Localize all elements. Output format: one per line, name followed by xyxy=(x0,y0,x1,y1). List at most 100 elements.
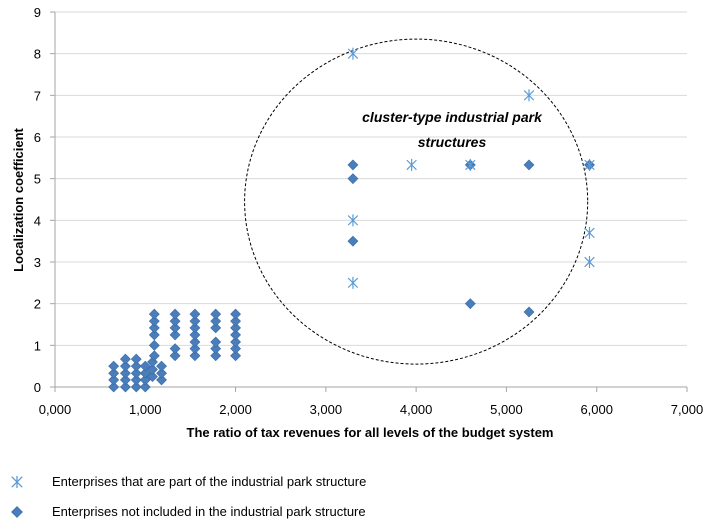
diamond-point xyxy=(210,308,222,320)
diamond-point xyxy=(347,173,359,185)
diamond-point xyxy=(148,315,160,327)
legend-label-non-park: Enterprises not included in the industri… xyxy=(52,504,366,519)
diamond-point xyxy=(210,315,222,327)
y-tick-label: 8 xyxy=(34,47,41,62)
y-tick-label: 4 xyxy=(34,213,41,228)
diamond-point xyxy=(130,360,142,372)
diamond-point xyxy=(347,235,359,247)
y-tick-label: 6 xyxy=(34,130,41,145)
diamond-point xyxy=(139,360,151,372)
diamond-point xyxy=(147,371,158,383)
diamond-point xyxy=(139,381,151,393)
y-tick-label: 0 xyxy=(34,380,41,395)
asterisk-point xyxy=(465,158,476,171)
y-tick-label: 9 xyxy=(34,5,41,20)
diamond-point xyxy=(230,308,241,320)
diamond-point xyxy=(230,322,241,334)
asterisk-point xyxy=(347,276,359,289)
x-tick-label: 2,000 xyxy=(219,402,252,417)
diamond-point xyxy=(119,367,131,379)
diamond-point xyxy=(148,322,160,334)
diamond-point xyxy=(210,343,222,355)
x-tick-label: 4,000 xyxy=(400,402,433,417)
y-tick-label: 5 xyxy=(34,172,41,187)
diamond-point xyxy=(119,374,131,386)
axes xyxy=(50,11,688,392)
x-axis-title: The ratio of tax revenues for all levels… xyxy=(187,425,554,440)
y-tick-labels: 0 1 2 3 4 5 6 7 8 9 xyxy=(34,5,41,395)
scatter-chart: 0 1 2 3 4 5 6 7 8 9 0,000 1,000 2,000 3,000 4,000 5,00… xyxy=(11,5,704,440)
x-tick-label: 3,000 xyxy=(310,402,343,417)
diamond-marker-icon xyxy=(11,506,23,518)
diamond-point xyxy=(119,381,131,393)
diamond-point xyxy=(130,367,142,379)
asterisk-point xyxy=(347,214,359,227)
diamond-point xyxy=(210,350,222,362)
y-tick-label: 3 xyxy=(34,255,41,270)
diamond-point xyxy=(108,367,120,379)
asterisk-point xyxy=(584,158,595,171)
diamond-point xyxy=(148,329,160,341)
diamond-point xyxy=(189,350,201,362)
diamond-point xyxy=(169,329,181,341)
diamond-point xyxy=(523,306,535,318)
x-tick-label: 7,000 xyxy=(671,402,704,417)
x-tick-label: 5,000 xyxy=(490,402,523,417)
diamond-point xyxy=(147,364,158,375)
diamond-point xyxy=(119,353,131,365)
diamond-point xyxy=(210,322,222,334)
diamond-point xyxy=(139,374,151,386)
diamond-point xyxy=(139,367,151,379)
y-axis-title: Localization coefficient xyxy=(11,127,26,271)
legend-label-park: Enterprises that are part of the industr… xyxy=(52,474,367,489)
y-tick-label: 1 xyxy=(34,338,41,353)
diamond-point xyxy=(156,367,167,379)
diamond-point xyxy=(169,315,181,327)
annotation-line-1: cluster-type industrial park xyxy=(362,109,543,125)
diamond-point xyxy=(230,315,241,327)
asterisk-point xyxy=(347,47,359,60)
diamond-point xyxy=(347,159,359,171)
x-tick-label: 6,000 xyxy=(580,402,613,417)
data-points xyxy=(108,47,595,393)
diamond-point xyxy=(169,350,181,362)
x-tick-label: 1,000 xyxy=(129,402,162,417)
y-tick-label: 2 xyxy=(34,297,41,312)
gridlines xyxy=(55,11,687,346)
diamond-point xyxy=(189,343,201,355)
asterisk-point xyxy=(584,256,595,268)
diamond-point xyxy=(189,336,201,348)
diamond-point xyxy=(189,329,201,341)
diamond-point xyxy=(230,350,241,362)
diamond-point xyxy=(130,353,142,365)
diamond-point xyxy=(169,308,181,320)
diamond-point xyxy=(189,315,201,327)
annotation-line-2: structures xyxy=(418,134,487,150)
asterisk-point xyxy=(406,158,417,171)
diamond-point xyxy=(156,360,167,372)
diamond-point xyxy=(148,308,160,320)
diamond-point xyxy=(230,329,241,341)
diamond-point xyxy=(108,381,120,393)
diamond-point xyxy=(130,381,142,393)
x-tick-label: 0,000 xyxy=(39,402,72,417)
y-tick-label: 7 xyxy=(34,88,41,103)
diamond-point xyxy=(189,308,201,320)
asterisk-marker-icon xyxy=(11,476,23,488)
diamond-point xyxy=(108,374,120,386)
x-tick-labels: 0,000 1,000 2,000 3,000 4,000 5,000 6,000 7,000 xyxy=(39,402,704,417)
asterisk-point xyxy=(584,226,595,239)
diamond-point xyxy=(119,360,131,372)
asterisk-point xyxy=(523,89,535,102)
diamond-point xyxy=(169,343,181,355)
diamond-point xyxy=(130,374,142,386)
diamond-point xyxy=(230,343,241,355)
diamond-point xyxy=(230,336,241,348)
cluster-ellipse-layer xyxy=(244,38,589,365)
diamond-point xyxy=(189,322,201,334)
diamond-point xyxy=(156,374,167,386)
diamond-point xyxy=(523,159,535,171)
cluster-ellipse xyxy=(244,38,589,365)
diamond-point xyxy=(108,360,120,372)
diamond-point xyxy=(464,298,476,310)
